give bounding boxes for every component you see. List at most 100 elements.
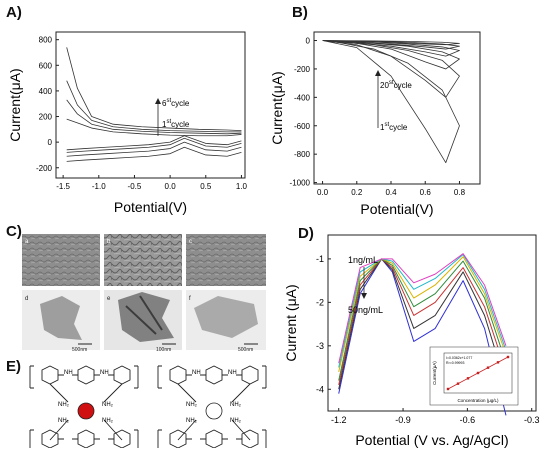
- cycle-arrowhead: [155, 98, 161, 104]
- amine-label: NH₂: [230, 418, 242, 424]
- series-line-8: [66, 135, 242, 151]
- series-line-6: [338, 254, 507, 368]
- y-tick-label: -200: [36, 164, 53, 173]
- series-line-2: [338, 258, 507, 390]
- x-tick-label: -1.5: [56, 182, 70, 191]
- scale-bar-label-f: 500nm: [238, 347, 253, 353]
- amine-label: NH: [64, 370, 73, 376]
- y-tick-label: 600: [39, 61, 53, 70]
- amine-label: NH: [228, 370, 237, 376]
- y-tick-label: 200: [39, 113, 53, 122]
- x-tick-label: 0.0: [317, 188, 329, 197]
- x-axis-label: Potential(V): [114, 199, 187, 215]
- amine-label: NH₂: [58, 402, 70, 408]
- amine-label: NH: [192, 370, 201, 376]
- x-tick-label: -0.3: [524, 415, 540, 425]
- amine-label: NH₂: [58, 418, 70, 424]
- y-tick-label: -4: [316, 384, 324, 394]
- y-axis-label: Current (μA): [283, 284, 299, 361]
- series-line-4: [338, 258, 507, 381]
- inset-point: [476, 371, 480, 375]
- amine-label: NH₂: [102, 402, 114, 408]
- tem-label-d: d: [25, 296, 28, 302]
- tem-label-c: c: [189, 239, 192, 245]
- x-tick-label: -0.6: [460, 415, 476, 425]
- x-tick-label: 0.4: [385, 188, 397, 197]
- cycle-arrowhead: [375, 70, 381, 76]
- series-line-5: [338, 256, 507, 372]
- y-tick-label: -200: [294, 65, 311, 74]
- series-line-7: [338, 253, 507, 364]
- tem-image-b: [104, 234, 182, 286]
- y-axis-label: Current(μA): [269, 71, 285, 144]
- series-line-3: [66, 99, 242, 135]
- x-tick-label: 0.8: [454, 188, 466, 197]
- cycle-label-20th: 20stcycle: [380, 80, 412, 90]
- tem-label-a: a: [25, 239, 29, 245]
- plot-frame: [327, 234, 537, 412]
- amine-label: NH₂: [102, 418, 114, 424]
- plot-frame: [313, 31, 481, 185]
- inset-r2: R²=0.99993: [446, 361, 464, 365]
- chart-b-cyclic-voltammogram: 0.0 0.2 0.4 0.6 0.8 -1000 -800 -600 -400 -200 0 Pot…: [269, 31, 481, 217]
- y-tick-label: 0: [306, 37, 311, 46]
- conc-arrowhead: [361, 293, 367, 299]
- x-tick-label: 0.0: [165, 182, 177, 191]
- inset-x-label: Concentration (μg/L): [457, 398, 499, 403]
- x-axis-label: Potential(V): [360, 201, 433, 217]
- inset-point: [496, 361, 500, 364]
- amine-label: NH₂: [186, 418, 198, 424]
- series-line-5: [66, 146, 242, 162]
- x-axis-label: Potential (V vs. Ag/AgCl): [355, 432, 508, 448]
- x-tick-label: -0.5: [128, 182, 142, 191]
- structure-without-metal: [157, 365, 267, 448]
- series-line-3: [338, 258, 507, 386]
- x-tick-label: 0.5: [200, 182, 212, 191]
- panel-label-a: A): [6, 4, 22, 21]
- amine-label: NH₂: [230, 402, 242, 408]
- amine-label: NH: [100, 370, 109, 376]
- y-axis-label: Current(μA): [7, 68, 23, 141]
- inset-point: [466, 377, 470, 380]
- cycle-label-6th: 6stcycle: [162, 98, 190, 108]
- y-tick-label: -600: [294, 122, 311, 131]
- y-tick-label: -1: [316, 254, 324, 264]
- x-tick-label: -1.2: [331, 415, 347, 425]
- conc-label-high: 50ng/mL: [348, 305, 383, 315]
- panel-label-e: E): [6, 358, 21, 375]
- inset-point: [486, 366, 490, 369]
- metal-ion-empty: [205, 402, 223, 420]
- amine-label: NH₂: [186, 402, 198, 408]
- panel-label-c: C): [6, 223, 22, 240]
- tem-image-f: [194, 296, 258, 338]
- tem-image-grid: a b c d e f 500nm 100nm 500nm: [22, 234, 266, 353]
- series-line-2: [322, 40, 460, 98]
- tem-image-d: [40, 296, 82, 340]
- series-line-6: [322, 40, 460, 46]
- cycle-label-1st: 1stcycle: [162, 119, 190, 129]
- panel-label-d: D): [298, 225, 314, 242]
- inset-point: [456, 382, 460, 385]
- y-tick-label: 0: [48, 138, 53, 147]
- y-tick-label: 400: [39, 87, 53, 96]
- inset-frame: [429, 346, 519, 406]
- series-line-6: [66, 141, 242, 157]
- tem-label-e: e: [107, 296, 111, 302]
- x-tick-label: 0.6: [420, 188, 432, 197]
- series-line-2: [66, 80, 242, 133]
- inset-point: [446, 387, 450, 391]
- x-tick-label: -1.0: [92, 182, 106, 191]
- y-tick-label: -1000: [290, 179, 311, 188]
- structure-with-metal: [29, 365, 139, 448]
- series-line-7: [66, 137, 242, 153]
- tem-image-a: [22, 234, 100, 286]
- chemical-structures: NH NH NH₂ NH₂ NH₂ NH₂ NH NH NH₂ NH₂ NH₂ …: [29, 365, 267, 448]
- y-tick-label: 800: [39, 36, 53, 45]
- inset-equation: I=0.0362c+1.077: [446, 356, 472, 360]
- conc-label-low: 1ng/mL: [348, 255, 378, 265]
- cycle-label-1st: 1stcycle: [380, 122, 408, 132]
- series-line-1: [338, 258, 507, 416]
- inset-y-label: Current(μA): [432, 361, 437, 385]
- y-tick-label: -400: [294, 93, 311, 102]
- x-tick-label: 1.0: [236, 182, 248, 191]
